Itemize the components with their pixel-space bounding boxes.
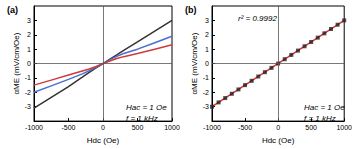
svg-text:2: 2 [27,31,31,38]
svg-text:0: 0 [276,124,280,131]
svg-text:Hdc (Oe): Hdc (Oe) [262,136,295,145]
svg-text:-3: -3 [25,103,31,110]
svg-text:f = 1 kHz: f = 1 kHz [304,114,336,123]
svg-text:1000: 1000 [336,124,352,131]
svg-text:3: 3 [27,17,31,24]
svg-text:2: 2 [205,31,209,38]
svg-text:r² = 0.9992: r² = 0.9992 [238,14,277,23]
svg-text:-500: -500 [238,124,252,131]
svg-text:3: 3 [205,17,209,24]
svg-text:1000: 1000 [164,124,180,131]
svg-text:-3: -3 [203,103,209,110]
svg-text:-2: -2 [25,89,31,96]
svg-text:(b): (b) [185,5,197,15]
svg-text:0: 0 [27,60,31,67]
svg-text:0: 0 [101,124,105,131]
svg-text:Hdc (Oe): Hdc (Oe) [87,136,120,145]
svg-text:Hac = 1 Oe: Hac = 1 Oe [126,103,167,112]
svg-text:-1000: -1000 [203,124,221,131]
svg-text:(a): (a) [7,5,18,15]
svg-text:500: 500 [132,124,144,131]
svg-text:1: 1 [27,46,31,53]
svg-text:αME (mV/cm/Oe): αME (mV/cm/Oe) [190,32,199,94]
svg-text:-1000: -1000 [25,124,43,131]
svg-text:-500: -500 [61,124,75,131]
svg-text:500: 500 [305,124,317,131]
svg-text:1: 1 [205,46,209,53]
svg-text:-1: -1 [203,74,209,81]
svg-text:-1: -1 [25,74,31,81]
svg-text:-2: -2 [203,89,209,96]
svg-text:αME (mV/cm/Oe): αME (mV/cm/Oe) [12,32,21,94]
svg-text:f = 1 kHz: f = 1 kHz [126,114,158,123]
svg-text:Hac = 1 Oe: Hac = 1 Oe [304,103,345,112]
svg-text:0: 0 [205,60,209,67]
